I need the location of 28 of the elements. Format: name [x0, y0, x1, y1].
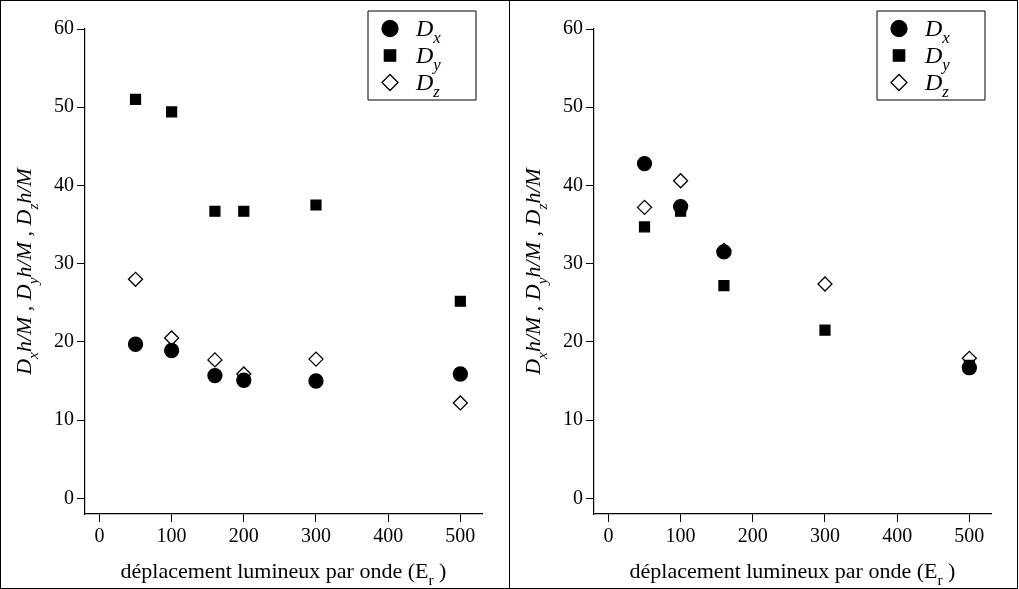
- x-tick-label: 500: [445, 524, 476, 547]
- x-tick-label: 500: [954, 524, 985, 547]
- y-tick-label: 40: [563, 172, 583, 195]
- x-tick-label: 100: [665, 524, 696, 547]
- y-tick-label: 60: [54, 16, 74, 39]
- x-tick-label: 200: [228, 524, 259, 547]
- x-tick-label: 400: [373, 524, 404, 547]
- x-tick-label: 0: [94, 524, 105, 547]
- y-tick-label: 40: [54, 172, 74, 195]
- y-tick-label: 10: [563, 407, 583, 430]
- y-tick-label: 50: [54, 94, 74, 117]
- y-tick-label: 20: [54, 329, 74, 352]
- y-tick-label: 0: [64, 485, 74, 508]
- y-tick-label: 10: [54, 407, 74, 430]
- x-tick-label: 400: [882, 524, 913, 547]
- x-tick-label: 300: [809, 524, 840, 547]
- x-tick-label: 200: [737, 524, 768, 547]
- y-tick-label: 50: [563, 94, 583, 117]
- y-tick-label: 30: [54, 250, 74, 273]
- y-tick-label: 0: [573, 485, 583, 508]
- y-tick-label: 30: [563, 250, 583, 273]
- x-tick-label: 300: [300, 524, 331, 547]
- y-tick-label: 60: [563, 16, 583, 39]
- y-axis-title: Dxh/M , Dyh/M , Dzh/M: [520, 166, 550, 376]
- y-axis-title: Dxh/M , Dyh/M , Dzh/M: [11, 166, 41, 376]
- x-tick-label: 100: [156, 524, 187, 547]
- x-tick-label: 0: [603, 524, 614, 547]
- y-tick-label: 20: [563, 329, 583, 352]
